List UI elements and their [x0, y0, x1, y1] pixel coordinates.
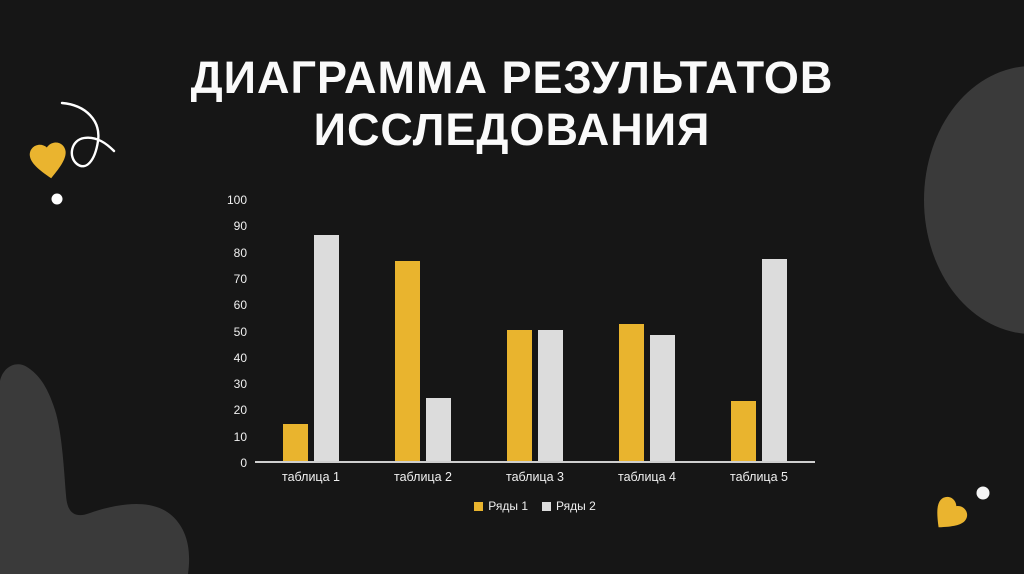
bar-s2-c4 — [650, 334, 675, 461]
x-axis-labels: таблица 1 таблица 2 таблица 3 таблица 4 табл… — [255, 470, 815, 484]
x-axis-label-1: таблица 1 — [282, 470, 340, 484]
bar-s2-c1 — [314, 234, 339, 461]
bar-group-1 — [255, 200, 367, 461]
bar-s2-c3 — [538, 329, 563, 461]
legend-item-2: Ряды 2 — [542, 499, 596, 513]
plot-area — [255, 200, 815, 463]
y-axis-tick: 100 — [226, 193, 247, 207]
bar-s1-c5 — [731, 400, 756, 461]
bar-group-2 — [367, 200, 479, 461]
bar-group-5 — [703, 200, 815, 461]
bar-s1-c2 — [395, 261, 420, 461]
page-title: ДИАГРАММА РЕЗУЛЬТАТОВ ИССЛЕДОВАНИЯ — [190, 52, 834, 155]
y-axis-tick: 40 — [233, 350, 247, 365]
y-axis-tick: 60 — [233, 298, 247, 313]
bar-s1-c3 — [507, 329, 532, 461]
bar-s2-c2 — [426, 397, 451, 461]
legend-item-1: Ряды 1 — [474, 499, 528, 513]
chart-legend: Ряды 1 Ряды 2 — [255, 499, 815, 513]
y-axis-tick: 30 — [233, 377, 247, 392]
y-axis-tick: 90 — [233, 219, 247, 234]
y-axis-tick: 20 — [233, 403, 247, 418]
x-axis-label-2: таблица 2 — [394, 470, 452, 484]
bar-s1-c4 — [619, 324, 644, 461]
y-axis-tick: 70 — [233, 271, 247, 286]
y-axis-tick: 0 — [240, 456, 247, 470]
x-axis-label-3: таблица 3 — [506, 470, 564, 484]
y-axis-tick: 10 — [233, 429, 247, 444]
bar-s1-c1 — [283, 424, 308, 461]
bar-s2-c5 — [762, 258, 787, 461]
legend-swatch-icon — [474, 501, 484, 511]
y-axis-tick: 50 — [233, 324, 247, 339]
x-axis-label-5: таблица 5 — [730, 470, 788, 484]
x-axis-label-4: таблица 4 — [618, 470, 676, 484]
legend-label: Ряды 2 — [556, 499, 596, 513]
legend-swatch-icon — [542, 501, 551, 511]
legend-label: Ряды 1 — [488, 499, 528, 513]
bar-group-3 — [479, 200, 591, 461]
bar-group-4 — [591, 200, 703, 461]
y-axis-tick: 80 — [233, 245, 247, 260]
